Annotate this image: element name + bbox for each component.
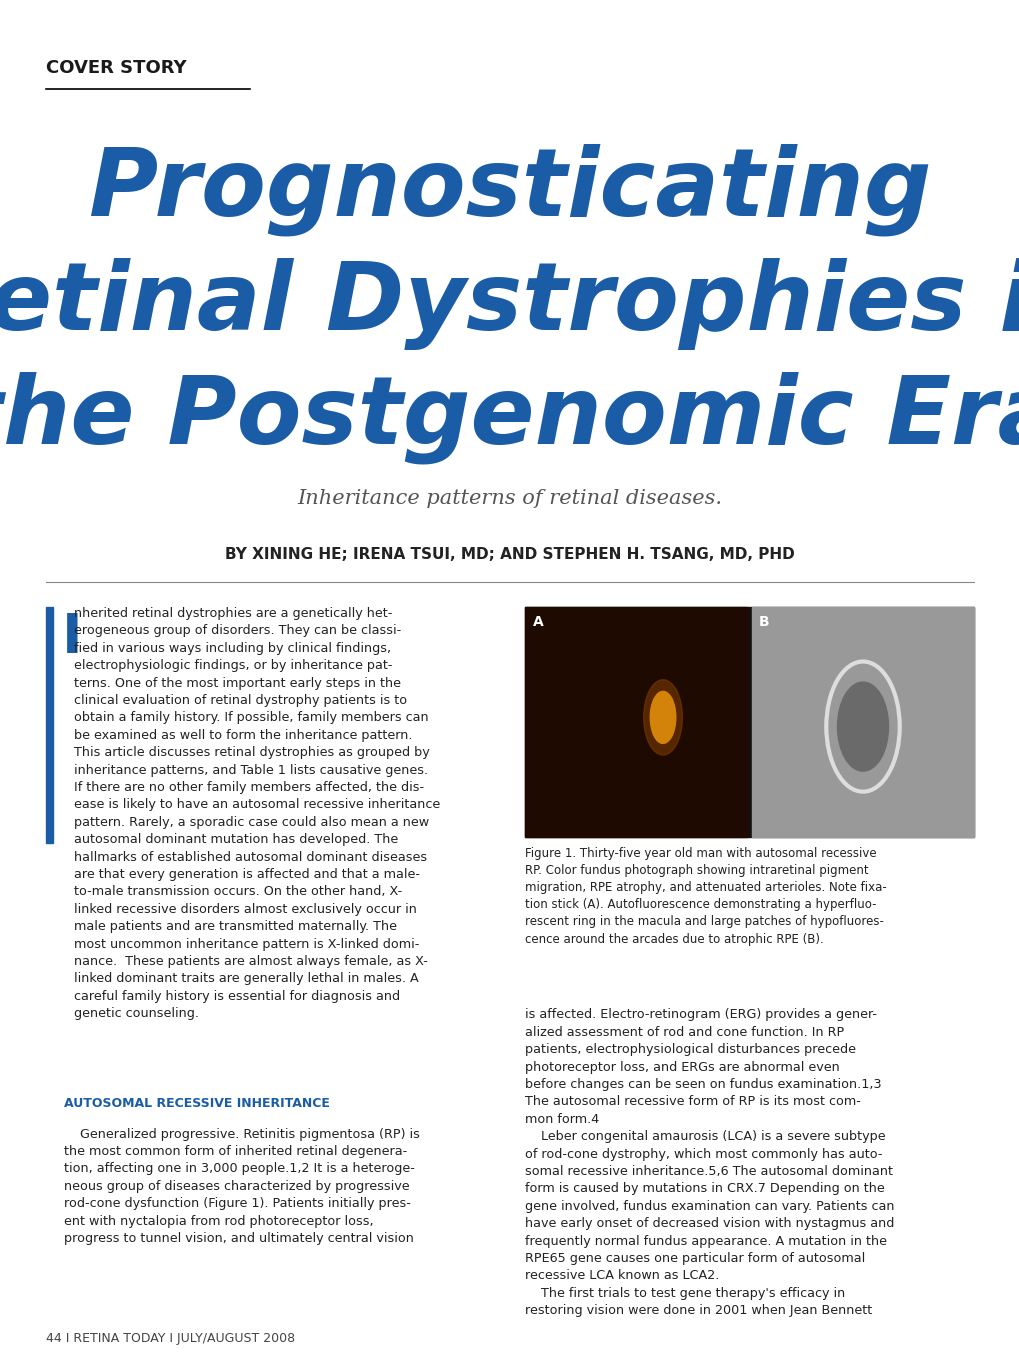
Text: BY XINING HE; IRENA TSUI, MD; AND STEPHEN H. TSANG, MD, PHD: BY XINING HE; IRENA TSUI, MD; AND STEPHE… [225,547,794,562]
Text: Retinal Dystrophies in: Retinal Dystrophies in [0,258,1019,349]
Ellipse shape [643,680,682,755]
Bar [525,607,747,837]
Text: Figure 1. Thirty-five year old man with autosomal recessive
RP. Color fundus pho: Figure 1. Thirty-five year old man with … [525,847,887,945]
Text: A: A [532,615,543,629]
Text: the Postgenomic Era: the Postgenomic Era [0,371,1019,464]
Text: 44 I RETINA TODAY I JULY/AUGUST 2008: 44 I RETINA TODAY I JULY/AUGUST 2008 [46,1333,294,1345]
Bar [525,607,973,837]
Ellipse shape [650,692,676,744]
Text: is affected. Electro-retinogram (ERG) provides a gener-
alized assessment of rod: is affected. Electro-retinogram (ERG) pr… [525,1008,894,1317]
Bar [751,607,973,837]
Text: COVER STORY: COVER STORY [46,59,186,77]
Ellipse shape [837,682,888,771]
Text: AUTOSOMAL RECESSIVE INHERITANCE: AUTOSOMAL RECESSIVE INHERITANCE [64,1097,330,1110]
Text: B: B [758,615,769,629]
Text: Inheritance patterns of retinal diseases.: Inheritance patterns of retinal diseases… [298,489,721,508]
Text: Generalized progressive. Retinitis pigmentosa (RP) is
the most common form of in: Generalized progressive. Retinitis pigme… [64,1128,420,1245]
Bar [46,607,53,843]
Text: Prognosticating: Prognosticating [89,144,930,237]
Text: nherited retinal dystrophies are a genetically het-
erogeneous group of disorder: nherited retinal dystrophies are a genet… [74,607,440,1021]
Text: I: I [62,611,83,664]
